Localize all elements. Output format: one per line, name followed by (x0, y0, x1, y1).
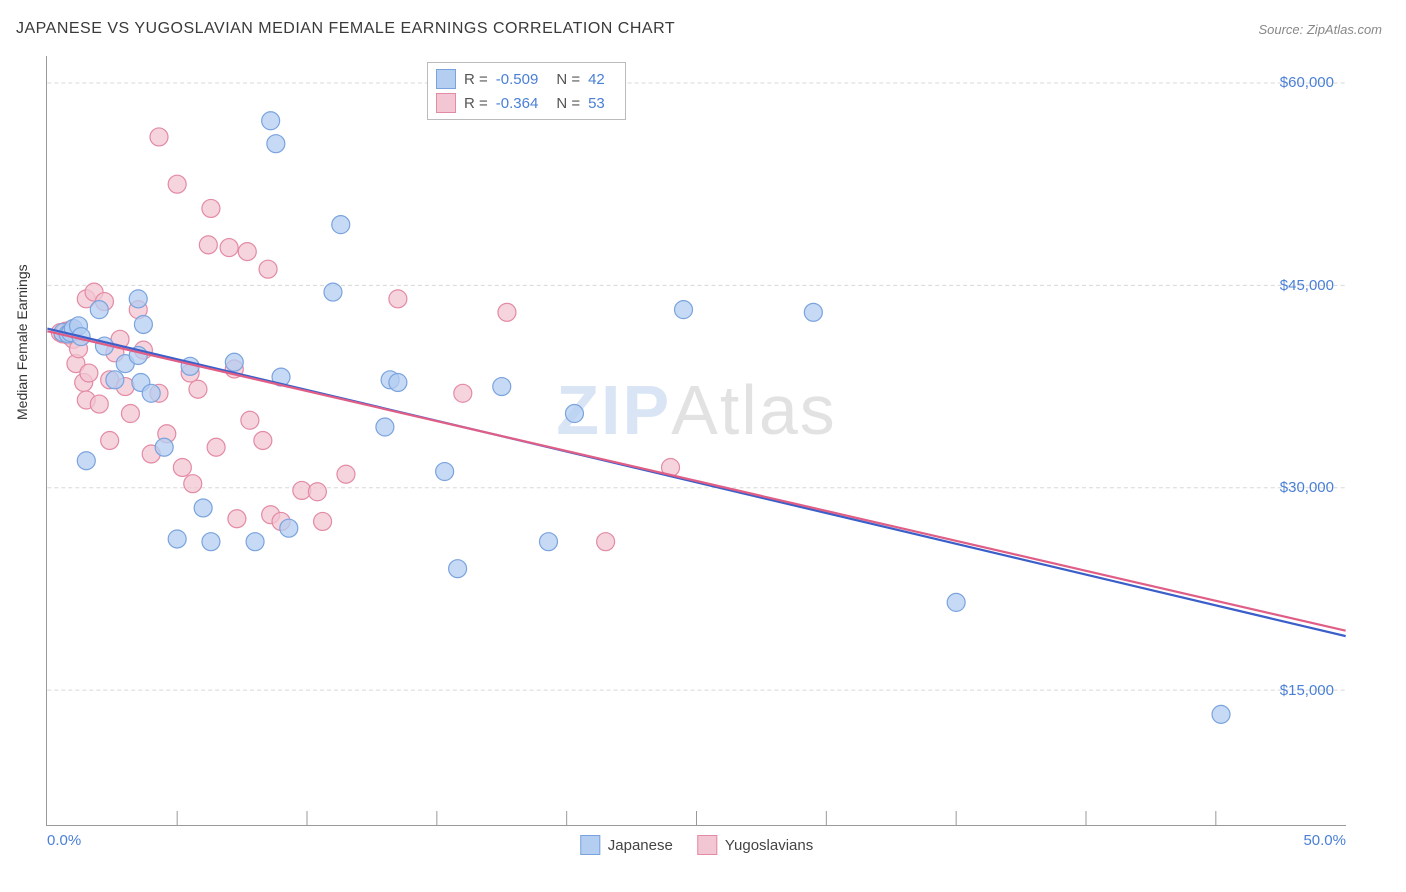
swatch-japanese (436, 69, 456, 89)
stats-row-japanese: R = -0.509 N = 42 (436, 67, 615, 91)
ytick-45000: $45,000 (1280, 277, 1334, 294)
swatch-yugoslavians (436, 93, 456, 113)
stat-n-yugoslavians: 53 (588, 95, 605, 112)
legend-label-japanese: Japanese (608, 837, 673, 854)
ytick-30000: $30,000 (1280, 479, 1334, 496)
stats-box: R = -0.509 N = 42 R = -0.364 N = 53 (427, 62, 626, 120)
bottom-legend: Japanese Yugoslavians (580, 835, 813, 855)
source-label: Source: ZipAtlas.com (1258, 22, 1382, 37)
legend-swatch-yugoslavians (697, 835, 717, 855)
stat-n-japanese: 42 (588, 71, 605, 88)
legend-label-yugoslavians: Yugoslavians (725, 837, 813, 854)
ytick-15000: $15,000 (1280, 682, 1334, 699)
stat-r-label: R = (464, 71, 488, 88)
stat-n-label-2: N = (556, 95, 580, 112)
plot-svg (47, 56, 1346, 825)
chart-area: ZIPAtlas R = -0.509 N = 42 R = -0.364 N … (46, 56, 1346, 826)
stat-r-japanese: -0.509 (496, 71, 539, 88)
chart-title: JAPANESE VS YUGOSLAVIAN MEDIAN FEMALE EA… (16, 20, 675, 38)
y-axis-label: Median Female Earnings (14, 264, 30, 420)
xtick-min: 0.0% (47, 832, 81, 849)
ytick-60000: $60,000 (1280, 74, 1334, 91)
legend-swatch-japanese (580, 835, 600, 855)
stat-r-label-2: R = (464, 95, 488, 112)
stat-n-label: N = (556, 71, 580, 88)
legend-yugoslavians: Yugoslavians (697, 835, 813, 855)
xtick-max: 50.0% (1303, 832, 1346, 849)
legend-japanese: Japanese (580, 835, 673, 855)
stats-row-yugoslavians: R = -0.364 N = 53 (436, 91, 615, 115)
stat-r-yugoslavians: -0.364 (496, 95, 539, 112)
